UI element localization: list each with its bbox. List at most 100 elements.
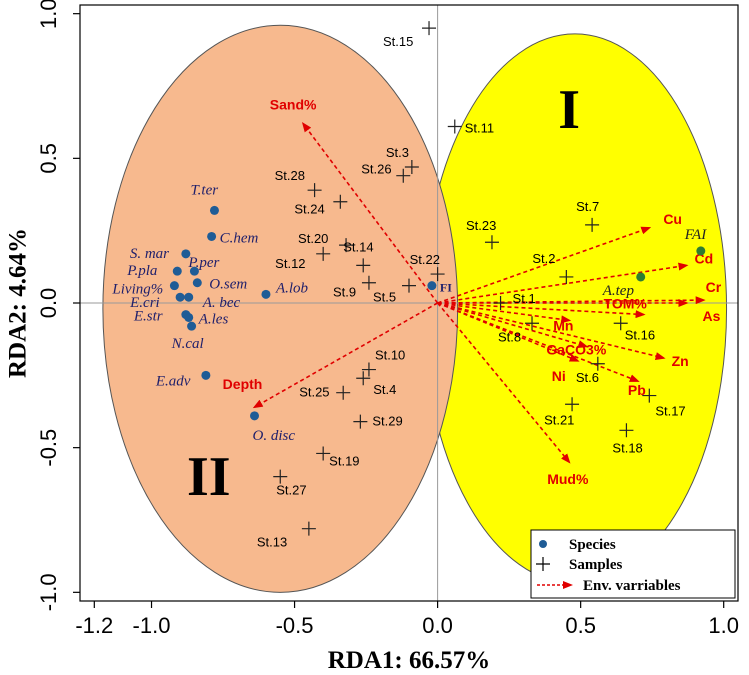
sample-marker-st-20: [339, 238, 354, 253]
sample-marker-st-25: [336, 385, 351, 400]
sample-label-st-21: St.21: [544, 412, 574, 427]
sample-marker-st-2: [559, 269, 574, 284]
sample-label-st-22: St.22: [410, 252, 440, 267]
sample-label-st-7: St.7: [576, 199, 599, 214]
species-label-living: Living%: [111, 282, 163, 298]
sample-marker-st-18: [619, 423, 634, 438]
y-tick-label: -1.0: [36, 573, 61, 611]
sample-marker-st-16: [613, 316, 628, 331]
sample-label-st-14: St.14: [343, 239, 373, 254]
sample-marker-st-17: [642, 388, 657, 403]
sample-label-st-27: St.27: [276, 483, 306, 498]
sample-marker-st-11: [447, 119, 462, 134]
x-axis-title: RDA1: 66.57%: [328, 647, 491, 674]
legend-samples-label: Samples: [569, 557, 623, 573]
sample-label-st-15: St.15: [383, 34, 413, 49]
sample-points: St.15 St.11 St.3 St.26 St.28 St.24 St.20 St.12 S…: [257, 21, 686, 550]
species-label-fai: FAI: [684, 227, 707, 243]
species-label-a-les: A.les: [198, 311, 229, 327]
axes: -1.2 -1.0 -0.5 0.0 0.5 1.0 -1.0 -0.5 0.0 0.5 1.0 RD…: [5, 0, 739, 674]
sample-marker-st-8: [525, 316, 540, 331]
species-dot-a-les: [184, 312, 194, 322]
sample-marker-st-1: [493, 296, 508, 310]
x-tick-label: -0.5: [276, 613, 314, 638]
sample-marker-st-5: [402, 278, 416, 293]
species-label-s-mar: S. mar: [130, 246, 169, 262]
env-label-cu: Cu: [663, 211, 682, 227]
sample-marker-st-6: [590, 356, 605, 371]
y-tick-label: 0.0: [36, 288, 61, 319]
sample-label-st-2: St.2: [532, 251, 555, 266]
group-ii-ellipse: [102, 24, 459, 593]
x-tick-label: 0.0: [422, 613, 453, 638]
sample-label-st-12: St.12: [275, 256, 305, 271]
species-dot-a-tep: [636, 272, 646, 282]
env-arrow-gaco3: [437, 302, 589, 348]
species-label-c-hem: C.hem: [220, 230, 259, 246]
species-dot-fi: [427, 281, 437, 291]
env-label-tom: TOM%: [604, 296, 648, 312]
sample-label-st-11: St.11: [465, 121, 494, 136]
env-label-sand: Sand%: [270, 97, 317, 113]
sample-label-st-29: St.29: [372, 414, 402, 429]
sample-label-st-16: St.16: [625, 327, 655, 342]
species-dot-n-cal: [187, 321, 197, 331]
species-dot-o-disc: [250, 411, 260, 421]
sample-marker-st-10: [361, 362, 376, 377]
env-label-as: As: [703, 308, 721, 324]
sample-label-st-1: St.1: [513, 291, 536, 306]
species-label-a-lob: A.lob: [275, 280, 309, 296]
species-dot-e-adv: [201, 370, 211, 380]
env-arrow-zn: [437, 302, 666, 360]
sample-marker-st-26: [396, 168, 411, 183]
species-label-a-bec: A. bec: [202, 295, 241, 311]
env-label-zn: Zn: [672, 353, 689, 369]
sample-label-st-13: St.13: [257, 535, 287, 550]
species-label-o-sem: O.sem: [209, 277, 247, 293]
sample-label-st-6: St.6: [576, 370, 599, 385]
species-dot-a-bec: [184, 292, 194, 302]
env-label-depth: Depth: [223, 376, 263, 392]
sample-label-st-9: St.9: [333, 285, 356, 300]
y-tick-label: 0.5: [36, 143, 61, 174]
species-label-e-str: E.str: [133, 309, 163, 325]
species-label-a-tep: A.tep: [602, 283, 635, 299]
sample-label-st-17: St.17: [655, 404, 685, 419]
species-label-o-disc: O. disc: [253, 428, 296, 444]
env-label-pb: Pb: [628, 382, 646, 398]
species-label-n-cal: N.cal: [171, 336, 204, 352]
legend-samples-symbol: [536, 557, 550, 571]
sample-label-st-8: St.8: [498, 329, 521, 344]
env-label-cr: Cr: [706, 279, 722, 295]
group-i-label: I: [558, 79, 580, 141]
sample-label-st-18: St.18: [612, 440, 642, 455]
group-ellipses: III: [102, 24, 728, 593]
y-axis-title: RDA2: 4.64%: [5, 228, 32, 378]
sample-marker-st-23: [484, 235, 499, 250]
sample-label-st-25: St.25: [299, 385, 329, 400]
sample-marker-st-4: [356, 371, 371, 386]
sample-label-st-5: St.5: [373, 290, 396, 305]
sample-marker-st-12: [316, 246, 331, 261]
x-tick-label: -1.2: [75, 613, 113, 638]
env-arrow-depth: [252, 302, 439, 409]
sample-marker-st-9: [361, 275, 376, 290]
env-label-mn: Mn: [553, 317, 573, 333]
env-arrow-cu: [437, 226, 652, 304]
species-dot-a-lob: [261, 289, 271, 299]
sample-marker-st-7: [585, 217, 600, 232]
species-dot-p-per: [189, 266, 199, 276]
legend-env-label: Env. varriables: [583, 578, 681, 594]
sample-label-st-23: St.23: [466, 218, 496, 233]
species-dot-fai: [696, 246, 706, 256]
sample-marker-st-21: [565, 397, 580, 412]
sample-marker-st-19: [316, 446, 331, 461]
sample-marker-st-28: [307, 183, 322, 198]
sample-label-st-10: St.10: [375, 348, 405, 363]
sample-label-st-26: St.26: [361, 162, 391, 177]
sample-label-st-3: St.3: [386, 145, 409, 160]
species-label-p-per: P.per: [187, 255, 219, 271]
